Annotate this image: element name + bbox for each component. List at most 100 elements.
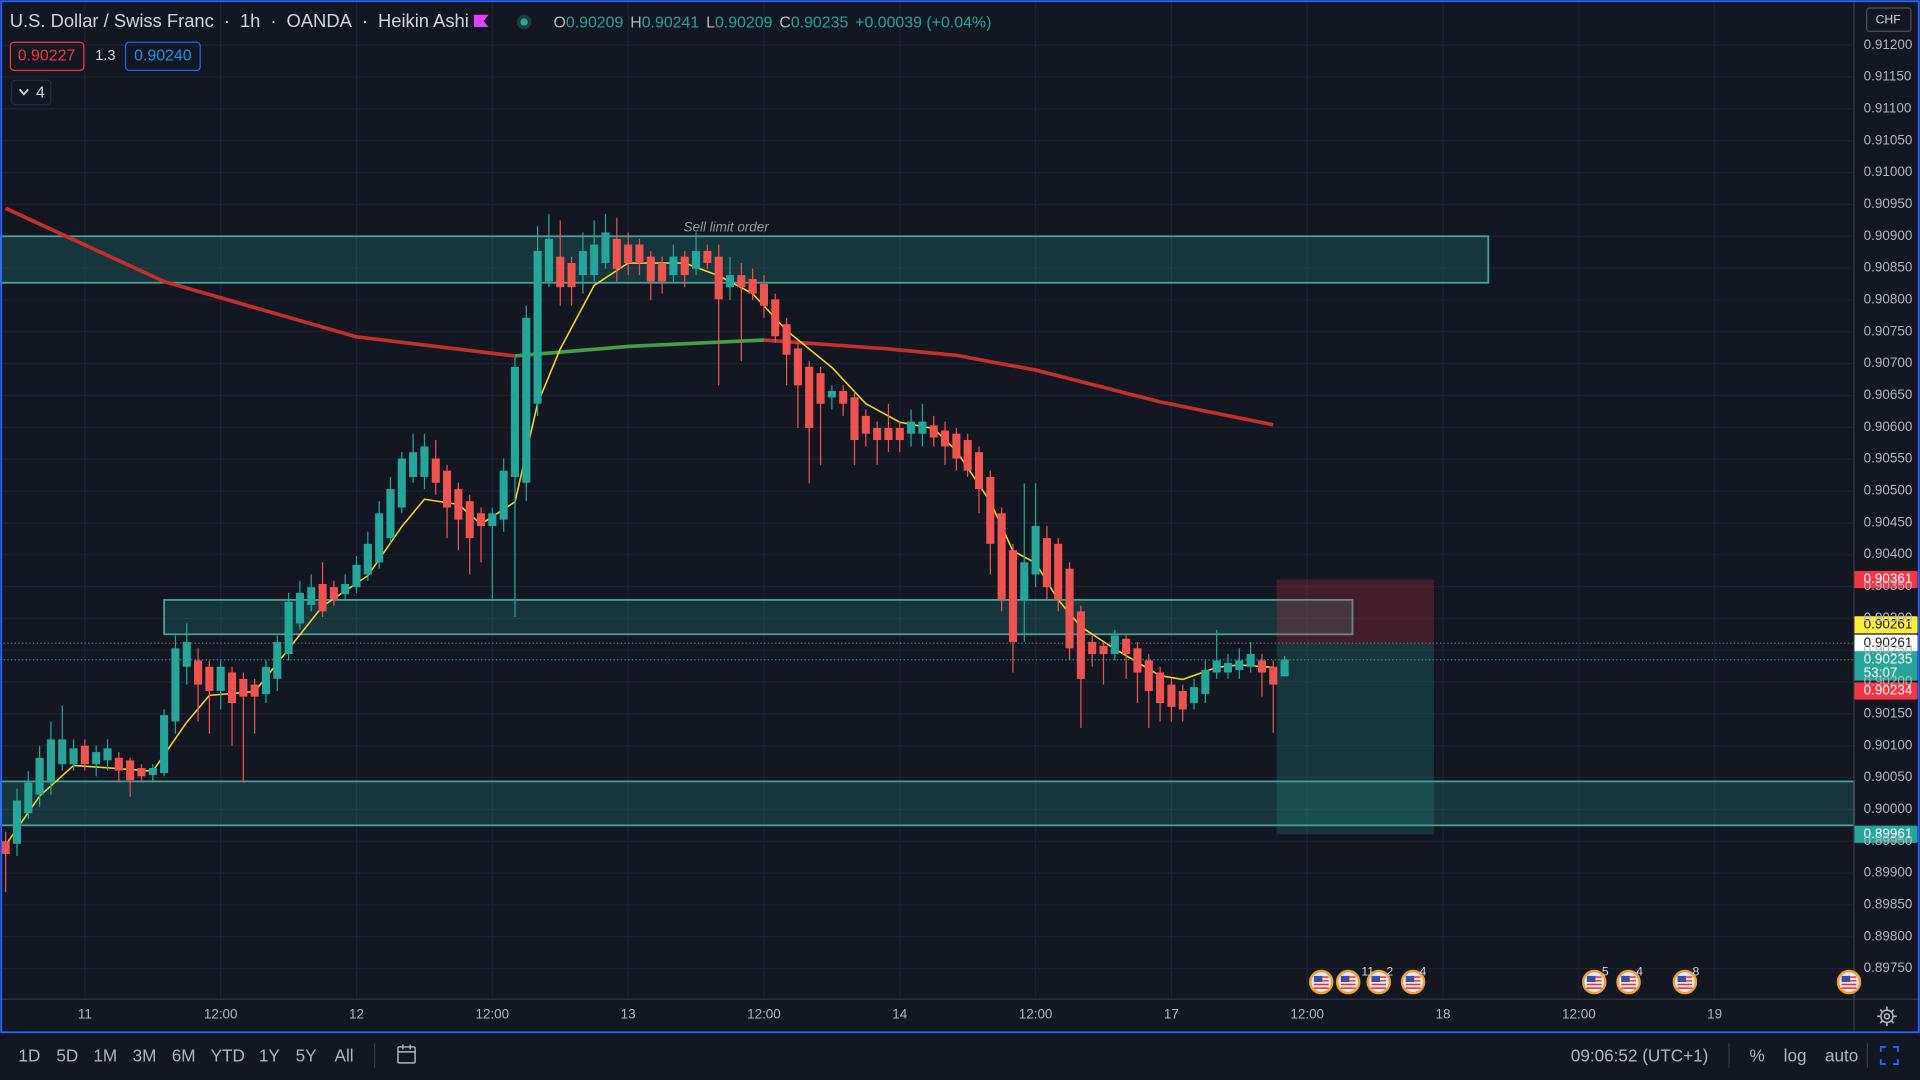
indicator-line	[4, 206, 1274, 427]
candle-body	[1088, 641, 1097, 655]
candle-body	[227, 672, 237, 704]
candle-body	[725, 275, 735, 288]
candle-body	[669, 256, 678, 276]
candle-body	[556, 256, 565, 288]
price-label-box	[1853, 634, 1918, 652]
chart-style: Heikin Ashi	[378, 10, 469, 31]
status-dot	[520, 18, 528, 26]
x-tick-label: 12	[349, 1007, 364, 1022]
fullscreen-icon[interactable]	[1879, 1046, 1899, 1065]
bottom-toolbar	[0, 1033, 1920, 1080]
candle-body	[974, 452, 984, 490]
event-flag	[1841, 975, 1851, 983]
scale-option[interactable]: auto	[1825, 1045, 1858, 1065]
price-label-box	[1853, 651, 1918, 681]
candle-body	[1122, 638, 1131, 655]
candle-body	[12, 800, 22, 844]
buy-button[interactable]	[124, 41, 201, 72]
range-button[interactable]: All	[335, 1045, 354, 1065]
candle-body	[929, 425, 938, 438]
candle-body	[793, 348, 802, 386]
currency[interactable]: CHF	[1876, 12, 1901, 26]
range-button[interactable]: 1Y	[259, 1045, 281, 1065]
event-flag	[1340, 975, 1350, 983]
indicators-toggle[interactable]	[11, 79, 52, 106]
y-tick-label: 0.91150	[1864, 69, 1912, 84]
candle-body	[126, 760, 135, 781]
stop-zone[interactable]	[1276, 579, 1434, 644]
y-tick-label: 0.89850	[1864, 896, 1913, 911]
sell-button[interactable]	[9, 41, 85, 72]
candle-body	[148, 768, 157, 776]
ask[interactable]: 0.90240	[134, 48, 192, 65]
event-flag	[1677, 975, 1687, 983]
event-flag	[1405, 976, 1421, 989]
candle-body	[1280, 659, 1289, 677]
y-tick-label: 0.90800	[1864, 292, 1913, 307]
x-tick-label: 13	[621, 1007, 636, 1022]
zone[interactable]	[163, 598, 1354, 636]
candle-body	[1054, 543, 1063, 600]
range-button[interactable]: YTD	[211, 1045, 245, 1065]
target-zone[interactable]	[1276, 643, 1434, 835]
candle-body	[499, 470, 508, 520]
candle-body	[907, 421, 916, 434]
y-tick-label: 0.91100	[1864, 100, 1912, 115]
candle-body	[692, 250, 701, 269]
indicators-count[interactable]: 4	[36, 84, 45, 101]
range-button[interactable]: 5D	[56, 1045, 78, 1065]
candle-body	[918, 421, 927, 434]
change: +0.00039 (+0.04%)	[855, 14, 991, 31]
candle-body	[1042, 538, 1051, 588]
clock[interactable]: 09:06:52 (UTC+1)	[1571, 1045, 1709, 1065]
y-tick-label: 0.90300	[1864, 610, 1913, 625]
x-tick-label: 18	[1436, 1007, 1451, 1022]
y-tick-label: 0.91050	[1864, 132, 1913, 147]
range-button[interactable]: 5Y	[296, 1045, 318, 1065]
calendar-icon[interactable]	[397, 1044, 416, 1064]
y-tick-label: 0.89900	[1864, 865, 1913, 880]
price-label: 0.90234	[1864, 683, 1913, 698]
candle-body	[216, 666, 225, 691]
candle-body	[1065, 568, 1074, 649]
exchange: OANDA	[287, 10, 353, 31]
event-count: 8	[1693, 964, 1700, 978]
y-tick-label: 0.90500	[1864, 483, 1913, 498]
range-button[interactable]: 3M	[133, 1045, 157, 1065]
range-button[interactable]: 1M	[93, 1045, 117, 1065]
scale-option[interactable]: log	[1784, 1045, 1807, 1065]
candle-body	[680, 256, 689, 276]
candle-body	[239, 678, 248, 697]
separator: ·	[362, 10, 368, 31]
bid[interactable]: 0.90227	[18, 48, 76, 65]
ohlc-value: 0.90209	[715, 14, 773, 31]
x-tick-label: 12:00	[204, 1007, 238, 1022]
ohlc-value: 0.90241	[642, 14, 700, 31]
range-button[interactable]: 6M	[172, 1045, 196, 1065]
candle-body	[952, 433, 961, 459]
candle-body	[58, 739, 67, 765]
candle-body	[1133, 648, 1142, 673]
scale-option[interactable]: %	[1750, 1045, 1765, 1065]
ohlc-key: L	[706, 14, 715, 31]
candle-body	[997, 513, 1006, 600]
y-tick-label: 0.90350	[1864, 578, 1913, 593]
currency-box[interactable]	[1866, 7, 1912, 32]
candle-body	[658, 263, 667, 282]
price-label-box	[1853, 682, 1918, 700]
event-flag	[1586, 976, 1602, 989]
flag-icon[interactable]	[473, 14, 489, 27]
event-count: 11	[1361, 964, 1374, 978]
y-tick-label: 0.90650	[1864, 387, 1913, 402]
x-tick-label: 11	[78, 1007, 92, 1022]
settings-icon[interactable]	[1877, 1006, 1897, 1027]
candle-body	[986, 476, 995, 544]
candle-body	[329, 587, 338, 600]
candle-body	[861, 415, 870, 434]
zone[interactable]	[0, 780, 1855, 827]
range-button[interactable]: 1D	[18, 1045, 40, 1065]
candle-body	[578, 250, 587, 276]
ohlc-key: C	[779, 14, 791, 31]
pane-border	[0, 0, 1920, 1034]
